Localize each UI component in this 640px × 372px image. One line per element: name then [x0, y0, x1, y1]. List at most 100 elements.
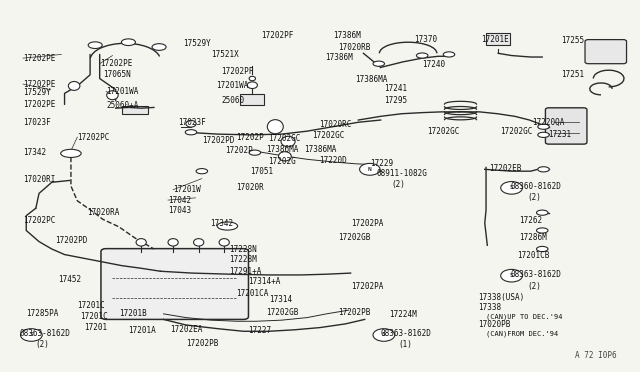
Text: S: S: [29, 333, 33, 337]
Text: (CAN)FROM DEC.'94: (CAN)FROM DEC.'94: [486, 331, 558, 337]
Text: 17386M: 17386M: [325, 52, 353, 61]
Text: 17020R: 17020R: [236, 183, 264, 192]
Text: 17202G: 17202G: [268, 157, 296, 166]
Ellipse shape: [61, 149, 81, 157]
Text: A 72 I0P6: A 72 I0P6: [575, 351, 617, 360]
Ellipse shape: [417, 53, 428, 58]
Text: 17202GC: 17202GC: [312, 131, 345, 141]
Ellipse shape: [444, 52, 455, 57]
Text: 17285PA: 17285PA: [26, 310, 59, 318]
Text: 08363-8162D: 08363-8162D: [20, 329, 71, 338]
Ellipse shape: [536, 228, 548, 233]
Text: 17314+A: 17314+A: [248, 277, 281, 286]
Text: (2): (2): [527, 193, 541, 202]
Text: 17386MA: 17386MA: [266, 145, 298, 154]
Text: 17020RA: 17020RA: [87, 208, 119, 217]
Text: 17240: 17240: [422, 60, 445, 69]
Ellipse shape: [538, 124, 549, 129]
Text: (CAN)UP TO DEC.'94: (CAN)UP TO DEC.'94: [486, 313, 563, 320]
Text: 17020RC: 17020RC: [319, 121, 351, 129]
Ellipse shape: [219, 238, 229, 246]
Ellipse shape: [538, 132, 549, 137]
Text: 08363-8162D: 08363-8162D: [510, 270, 561, 279]
Ellipse shape: [538, 167, 549, 172]
Circle shape: [500, 182, 522, 194]
Text: 17042: 17042: [168, 196, 191, 205]
Text: 17065N: 17065N: [103, 70, 131, 79]
Text: 17202PF: 17202PF: [261, 31, 294, 41]
Ellipse shape: [373, 61, 385, 66]
Text: 17386M: 17386M: [333, 31, 360, 41]
Ellipse shape: [88, 42, 102, 48]
Text: 17202P: 17202P: [225, 146, 253, 155]
Circle shape: [20, 329, 42, 341]
Ellipse shape: [193, 238, 204, 246]
Text: 17020RB: 17020RB: [338, 42, 371, 51]
Circle shape: [373, 329, 395, 341]
Ellipse shape: [278, 152, 291, 161]
Text: 17342: 17342: [210, 219, 234, 228]
Text: 17370: 17370: [415, 35, 438, 44]
Text: 17202PD: 17202PD: [202, 136, 234, 145]
Text: 17220D: 17220D: [319, 156, 346, 165]
Text: N: N: [368, 167, 372, 172]
Text: 17202PB: 17202PB: [186, 339, 218, 348]
Text: 17202PD: 17202PD: [55, 236, 87, 246]
Ellipse shape: [186, 121, 196, 127]
Text: 25060: 25060: [221, 96, 244, 105]
Text: 17386MA: 17386MA: [304, 145, 337, 154]
Text: 17201C: 17201C: [81, 312, 108, 321]
Text: 17202GB: 17202GB: [266, 308, 298, 317]
Text: 17201: 17201: [84, 323, 107, 332]
Text: (2): (2): [392, 180, 405, 189]
Text: 17201WA: 17201WA: [106, 87, 138, 96]
Ellipse shape: [249, 76, 255, 81]
Text: 17262: 17262: [519, 216, 542, 225]
Text: 17202EA: 17202EA: [170, 325, 202, 334]
Text: 17202PC: 17202PC: [23, 216, 56, 225]
Text: 17023F: 17023F: [178, 118, 206, 127]
Text: 17251: 17251: [561, 70, 584, 78]
Text: 17286M: 17286M: [519, 233, 547, 243]
Ellipse shape: [68, 81, 80, 90]
Text: 17202PE: 17202PE: [23, 100, 56, 109]
Text: (2): (2): [527, 282, 541, 291]
Text: 17228M: 17228M: [229, 255, 257, 264]
Text: 17023F: 17023F: [23, 118, 51, 127]
Text: 17202PF: 17202PF: [221, 67, 253, 76]
Circle shape: [360, 163, 380, 175]
Text: 17202EB: 17202EB: [489, 164, 522, 173]
Text: 17201C: 17201C: [77, 301, 105, 310]
Text: 17202PA: 17202PA: [351, 282, 383, 291]
Text: 17521X: 17521X: [211, 50, 239, 59]
Text: 08360-8162D: 08360-8162D: [510, 182, 561, 191]
Text: 08363-8162D: 08363-8162D: [381, 329, 431, 338]
Text: 17201W: 17201W: [173, 185, 201, 194]
Text: 17202PB: 17202PB: [338, 308, 371, 317]
Ellipse shape: [196, 169, 207, 174]
Text: 17202PE: 17202PE: [23, 54, 56, 62]
Ellipse shape: [168, 238, 178, 246]
Ellipse shape: [185, 130, 196, 135]
Ellipse shape: [249, 150, 260, 155]
Text: (2): (2): [36, 340, 50, 349]
Text: 25060+A: 25060+A: [106, 101, 138, 110]
Ellipse shape: [536, 246, 548, 251]
Text: 17224M: 17224M: [389, 311, 417, 320]
Text: 17202PC: 17202PC: [77, 132, 109, 142]
Text: 17241: 17241: [384, 84, 407, 93]
Text: 17202GC: 17202GC: [428, 126, 460, 136]
Text: 17202PE: 17202PE: [100, 59, 132, 68]
FancyBboxPatch shape: [101, 248, 248, 320]
Text: 17220QA: 17220QA: [532, 118, 564, 127]
Text: 17202PA: 17202PA: [351, 219, 383, 228]
Text: S: S: [382, 333, 386, 337]
Text: 17202GC: 17202GC: [500, 126, 532, 136]
Ellipse shape: [122, 39, 136, 45]
Text: 17020PB: 17020PB: [478, 321, 511, 330]
Ellipse shape: [152, 44, 166, 50]
Text: 17338: 17338: [478, 303, 502, 312]
Text: 17051: 17051: [250, 167, 273, 176]
Text: 17201E: 17201E: [481, 35, 509, 44]
Text: 17291+A: 17291+A: [229, 267, 262, 276]
